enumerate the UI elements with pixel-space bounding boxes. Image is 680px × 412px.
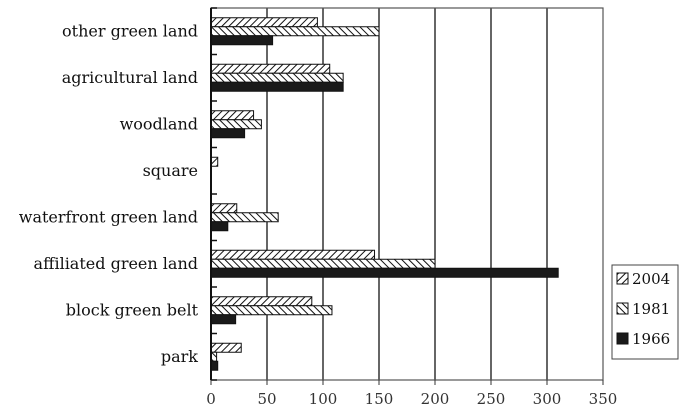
bar-2004-other-green-land xyxy=(210,17,318,28)
bar-1966-affiliated-green-land xyxy=(210,267,559,278)
x-tick-labels: 0 50 100 150 200 250 300 350 xyxy=(206,390,617,408)
category-label: woodland xyxy=(120,114,198,133)
bar-2004-affiliated-green-land xyxy=(210,249,376,260)
bar-1966-other-green-land xyxy=(210,35,274,46)
legend-swatch-2004 xyxy=(616,272,629,285)
bar-2004-block-green-belt xyxy=(210,296,313,307)
bar-1966-park xyxy=(210,360,219,371)
bar-1966-agricultural-land xyxy=(210,81,344,92)
category-label: square xyxy=(143,161,198,180)
category-label: waterfront green land xyxy=(19,207,198,226)
x-tick-label: 200 xyxy=(421,390,450,408)
bar-2004-woodland xyxy=(210,110,255,121)
legend-label-1966: 1966 xyxy=(632,330,670,348)
category-label: other green land xyxy=(62,21,198,40)
x-tick-label: 50 xyxy=(257,390,276,408)
bar-1981-waterfront-green-land xyxy=(210,212,279,223)
x-tick-label: 300 xyxy=(533,390,562,408)
bar-1981-other-green-land xyxy=(210,26,380,37)
legend-swatch-1981 xyxy=(616,302,629,315)
axes xyxy=(210,7,604,385)
bar-1966-waterfront-green-land xyxy=(210,221,229,232)
bars xyxy=(210,17,559,371)
x-tick-label: 0 xyxy=(206,390,216,408)
bar-2004-park xyxy=(210,342,242,353)
category-labels: park block green belt affiliated green lan… xyxy=(19,21,199,366)
bar-2004-waterfront-green-land xyxy=(210,203,238,214)
x-tick-label: 150 xyxy=(365,390,394,408)
bar-2004-square xyxy=(210,156,219,167)
x-tick-label: 100 xyxy=(309,390,338,408)
bar-1966-block-green-belt xyxy=(210,314,237,325)
category-label: park xyxy=(161,347,198,366)
legend-swatch-1966 xyxy=(616,332,629,345)
category-label: affiliated green land xyxy=(34,254,198,273)
bar-1966-woodland xyxy=(210,128,246,139)
bar-1981-block-green-belt xyxy=(210,305,333,316)
bar-1981-affiliated-green-land xyxy=(210,258,436,269)
bar-1981-woodland xyxy=(210,119,262,130)
category-label: agricultural land xyxy=(62,68,198,87)
x-tick-label: 350 xyxy=(589,390,618,408)
legend-label-2004: 2004 xyxy=(632,270,670,288)
legend: 2004 1981 1966 xyxy=(611,264,679,360)
bar-1981-agricultural-land xyxy=(210,72,344,83)
bar-2004-agricultural-land xyxy=(210,63,331,74)
category-label: block green belt xyxy=(66,300,199,319)
x-tick-label: 250 xyxy=(477,390,506,408)
legend-label-1981: 1981 xyxy=(632,300,670,318)
